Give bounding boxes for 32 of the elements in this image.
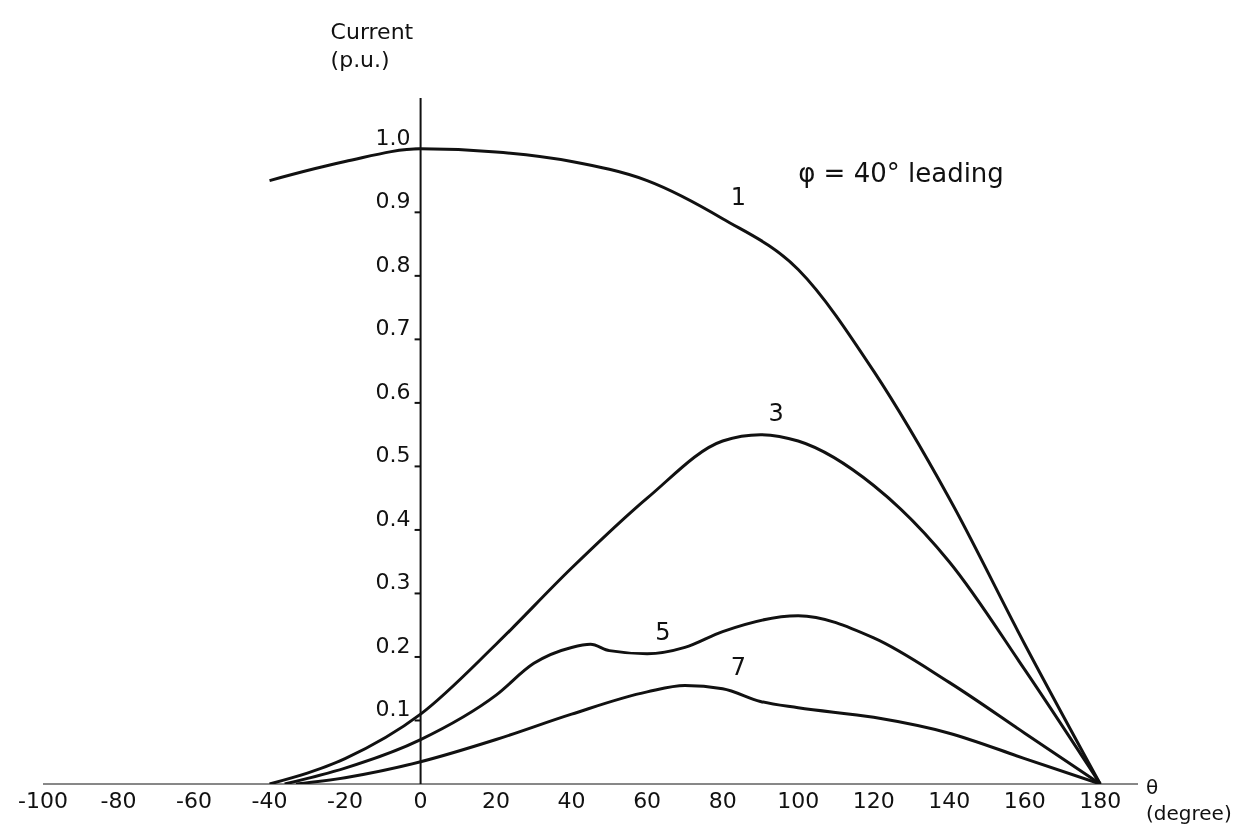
- y-tick-label: 0.6: [375, 378, 411, 404]
- annotation: φ = 40° leading: [798, 158, 1004, 188]
- y-tick-label: 0.9: [375, 188, 411, 214]
- x-tick-label: 140: [928, 787, 971, 813]
- y-tick-label: 0.3: [375, 569, 411, 595]
- series-label: 7: [730, 652, 746, 681]
- x-tick-label: -60: [176, 787, 212, 813]
- x-tick-label: 120: [852, 787, 895, 813]
- x-tick-label: 180: [1079, 787, 1122, 813]
- y-tick-label: 0.7: [375, 315, 411, 341]
- series-label: 5: [655, 617, 671, 646]
- x-tick-label: -40: [251, 787, 288, 813]
- x-tick-label: 160: [1003, 787, 1046, 813]
- x-tick-label: 60: [633, 787, 662, 813]
- x-tick-label: 0: [413, 787, 428, 813]
- y-tick-label: 0.4: [375, 505, 411, 531]
- x-axis-title: θ (degree): [1146, 774, 1232, 826]
- series-label: 3: [768, 398, 784, 427]
- y-tick-label: 1.0: [375, 124, 411, 150]
- x-tick-label: 80: [708, 787, 737, 813]
- x-tick-label: -80: [100, 787, 137, 813]
- series-label: 1: [730, 182, 746, 211]
- x-tick-label: -100: [18, 787, 68, 813]
- y-axis-title: Current (p.u.): [330, 18, 414, 74]
- y-tick-label: 0.8: [375, 251, 411, 277]
- y-tick-label: 0.5: [375, 442, 411, 468]
- x-tick-label: 40: [557, 787, 586, 813]
- y-tick-label: 0.2: [375, 632, 411, 658]
- x-tick-label: 100: [777, 787, 820, 813]
- y-tick-label: 0.1: [375, 696, 411, 722]
- x-tick-label: -20: [327, 787, 364, 813]
- x-tick-label: 20: [482, 787, 511, 813]
